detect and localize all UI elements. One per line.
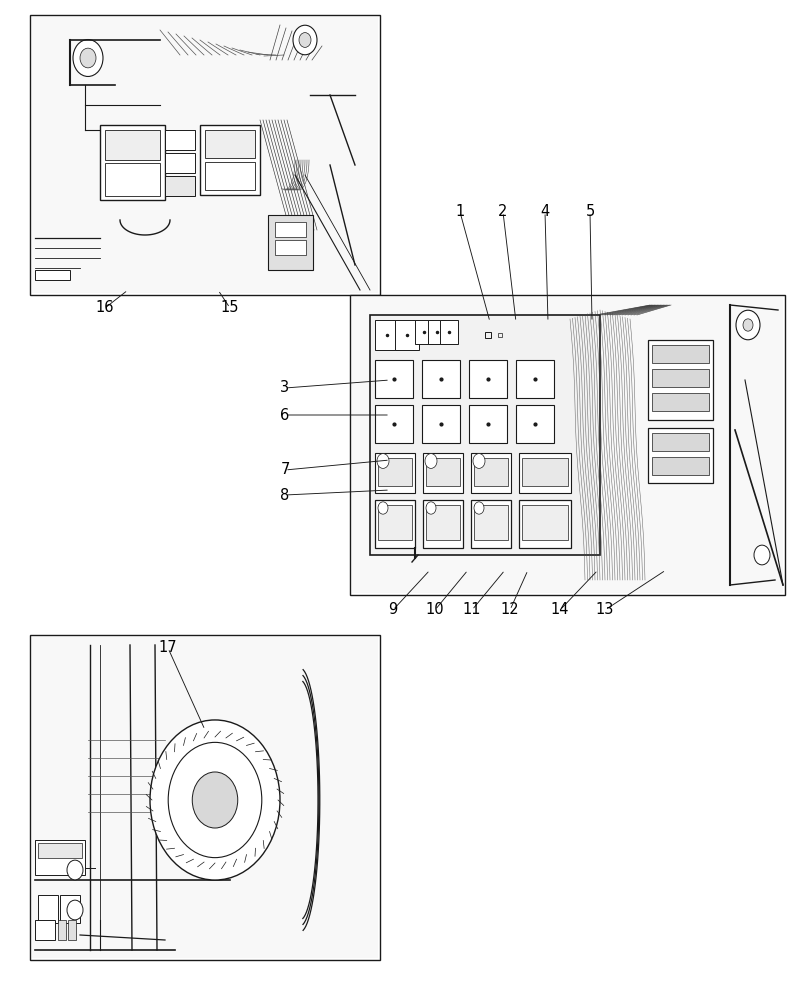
Bar — [469, 405, 506, 443]
Bar — [427, 320, 445, 344]
Bar — [474, 458, 508, 486]
Text: 9: 9 — [388, 602, 397, 617]
Text: 2: 2 — [498, 205, 507, 220]
Text: 7: 7 — [280, 462, 290, 478]
Bar — [38, 843, 82, 858]
Bar — [651, 393, 708, 411]
Circle shape — [742, 319, 752, 331]
Circle shape — [67, 900, 83, 920]
Bar — [30, 635, 380, 960]
Bar — [100, 125, 165, 200]
Bar — [651, 433, 708, 451]
Text: 1: 1 — [455, 205, 464, 220]
Bar — [30, 15, 380, 295]
Bar — [423, 453, 462, 493]
Text: 16: 16 — [96, 300, 114, 316]
Bar — [647, 428, 712, 483]
Circle shape — [376, 454, 388, 468]
Bar — [515, 360, 553, 398]
Bar — [474, 505, 508, 540]
Bar — [521, 458, 568, 486]
Bar — [200, 125, 260, 195]
Text: 14: 14 — [550, 602, 569, 617]
Text: 8: 8 — [280, 488, 290, 502]
Circle shape — [298, 33, 311, 47]
Circle shape — [424, 454, 436, 468]
Bar — [394, 320, 418, 350]
Text: 10: 10 — [425, 602, 444, 617]
Text: 6: 6 — [280, 408, 290, 422]
Bar — [375, 320, 398, 350]
Text: 3: 3 — [280, 380, 290, 395]
Circle shape — [753, 545, 769, 565]
Bar — [375, 500, 414, 548]
Bar — [275, 222, 306, 237]
Bar — [35, 920, 55, 940]
Bar — [351, 297, 782, 593]
Bar — [32, 17, 378, 293]
Bar — [35, 840, 85, 875]
Bar — [422, 405, 460, 443]
Circle shape — [73, 40, 103, 76]
Bar — [469, 360, 506, 398]
Circle shape — [80, 48, 96, 68]
Bar — [105, 163, 160, 196]
Text: 15: 15 — [221, 300, 239, 316]
Circle shape — [474, 502, 483, 514]
Bar — [470, 453, 510, 493]
Bar — [375, 360, 413, 398]
Bar — [58, 920, 66, 940]
Bar — [68, 920, 76, 940]
Circle shape — [426, 502, 436, 514]
Circle shape — [293, 25, 316, 55]
Bar — [651, 457, 708, 475]
Bar — [165, 153, 195, 173]
Bar — [515, 405, 553, 443]
Bar — [370, 315, 599, 555]
Text: 11: 11 — [462, 602, 481, 617]
Text: 4: 4 — [539, 205, 549, 220]
Bar — [375, 453, 414, 493]
Circle shape — [150, 720, 280, 880]
Text: 12: 12 — [500, 602, 519, 617]
Bar — [204, 162, 255, 190]
Bar — [518, 500, 570, 548]
Bar — [651, 369, 708, 387]
Bar — [521, 505, 568, 540]
Bar — [60, 895, 80, 923]
Text: 13: 13 — [595, 602, 613, 617]
Bar — [378, 505, 411, 540]
Bar — [165, 176, 195, 196]
Bar — [423, 500, 462, 548]
Circle shape — [473, 454, 484, 468]
Bar — [470, 500, 510, 548]
Bar — [35, 270, 70, 280]
Circle shape — [168, 742, 261, 858]
Bar — [275, 240, 306, 255]
Circle shape — [735, 310, 759, 340]
Bar — [422, 360, 460, 398]
Circle shape — [378, 502, 388, 514]
Circle shape — [192, 772, 238, 828]
Bar — [204, 130, 255, 158]
Bar — [647, 340, 712, 420]
Text: 5: 5 — [585, 205, 594, 220]
Bar — [38, 895, 58, 923]
Bar — [268, 215, 312, 270]
Bar — [378, 458, 411, 486]
Bar — [375, 405, 413, 443]
Bar — [165, 130, 195, 150]
Circle shape — [67, 860, 83, 880]
Bar — [440, 320, 457, 344]
Text: 17: 17 — [158, 641, 177, 656]
Bar — [518, 453, 570, 493]
Bar — [105, 130, 160, 160]
Bar — [414, 320, 432, 344]
Bar — [32, 637, 378, 958]
Bar — [426, 458, 460, 486]
Bar — [350, 295, 784, 595]
Bar — [426, 505, 460, 540]
Bar — [651, 345, 708, 363]
